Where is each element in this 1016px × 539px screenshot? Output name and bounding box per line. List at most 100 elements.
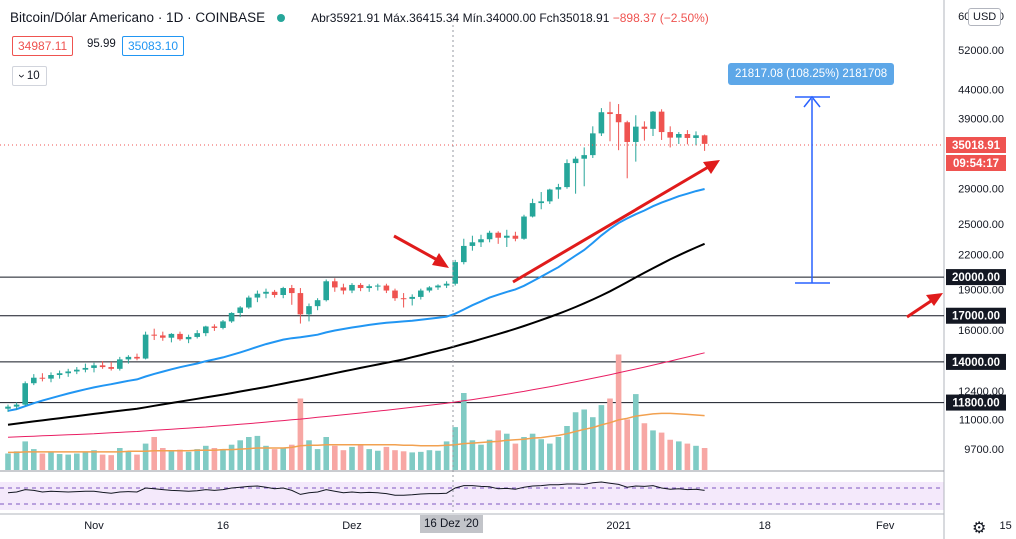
time-tick-label-7: 15 (999, 520, 1011, 532)
candle[interactable] (538, 192, 544, 210)
candle[interactable] (443, 281, 450, 289)
candle[interactable] (564, 159, 570, 189)
candle[interactable] (5, 404, 11, 412)
candle[interactable] (246, 295, 252, 309)
candle[interactable] (160, 331, 166, 341)
candle[interactable] (581, 147, 587, 187)
candle[interactable] (142, 331, 149, 360)
candle[interactable] (22, 381, 28, 406)
candle[interactable] (39, 373, 46, 382)
volume-bar (521, 437, 527, 470)
candle[interactable] (512, 231, 519, 242)
candle[interactable] (478, 234, 484, 247)
currency-button[interactable]: USD (968, 8, 1002, 26)
candle[interactable] (56, 370, 63, 379)
candle[interactable] (134, 353, 140, 361)
candle[interactable] (598, 108, 605, 136)
candle[interactable] (31, 374, 37, 386)
candle[interactable] (650, 111, 656, 136)
candle[interactable] (228, 312, 235, 323)
buy-price-box[interactable]: 35083.10 (122, 36, 185, 56)
candle[interactable] (91, 362, 97, 373)
candle[interactable] (13, 402, 20, 410)
candle[interactable] (168, 333, 175, 343)
candle[interactable] (357, 283, 364, 292)
candle[interactable] (504, 229, 510, 247)
candle[interactable] (572, 156, 579, 194)
candle[interactable] (194, 330, 200, 339)
candle[interactable] (271, 289, 278, 298)
candle[interactable] (82, 363, 89, 373)
candle[interactable] (624, 120, 630, 179)
candle[interactable] (392, 288, 398, 301)
candle[interactable] (693, 131, 699, 146)
candle[interactable] (65, 368, 71, 377)
candle[interactable] (280, 286, 286, 299)
candle[interactable] (615, 104, 622, 151)
candle[interactable] (529, 198, 536, 218)
candle[interactable] (667, 126, 673, 148)
candle[interactable] (658, 109, 665, 140)
candle[interactable] (297, 288, 304, 324)
candle[interactable] (435, 284, 441, 290)
candle[interactable] (203, 325, 209, 337)
candle[interactable] (418, 288, 424, 300)
candle[interactable] (409, 294, 415, 306)
candle[interactable] (99, 361, 106, 369)
candle[interactable] (633, 115, 639, 162)
candle[interactable] (108, 361, 114, 371)
candle[interactable] (366, 284, 372, 292)
volume-bar (340, 450, 347, 470)
candle[interactable] (125, 355, 132, 364)
trend-arrow-large-line[interactable] (512, 164, 711, 284)
candle[interactable] (220, 319, 226, 330)
candle[interactable] (684, 130, 691, 145)
indicators-toggle[interactable]: ›10 (12, 66, 47, 86)
candle[interactable] (400, 293, 407, 308)
candle[interactable] (151, 328, 157, 341)
candle[interactable] (306, 303, 312, 322)
candle[interactable] (426, 286, 433, 293)
candle[interactable] (452, 259, 458, 286)
candle[interactable] (641, 121, 648, 141)
candle[interactable] (375, 283, 381, 291)
candle[interactable] (469, 235, 476, 251)
candle[interactable] (263, 288, 269, 299)
candle[interactable] (555, 183, 562, 199)
candle[interactable] (332, 278, 338, 292)
candle[interactable] (254, 290, 261, 303)
candle-body (452, 262, 458, 284)
candle[interactable] (461, 238, 467, 265)
sell-price-box[interactable]: 34987.11 (12, 36, 74, 56)
candle[interactable] (314, 298, 321, 311)
breakout-arrow-line[interactable] (393, 234, 442, 264)
symbol-title[interactable]: Bitcoin/Dólar Americano · 1D · COINBASE (10, 10, 266, 25)
target-arrow-line[interactable] (906, 297, 935, 319)
candle[interactable] (185, 334, 192, 344)
candle[interactable] (289, 284, 295, 305)
candle[interactable] (211, 324, 218, 331)
candle[interactable] (340, 283, 347, 295)
candle[interactable] (177, 331, 183, 341)
candle[interactable] (521, 214, 527, 240)
candle[interactable] (117, 356, 123, 371)
candle[interactable] (74, 367, 80, 375)
candle[interactable] (349, 283, 355, 294)
candle[interactable] (48, 372, 54, 383)
candle[interactable] (701, 134, 708, 151)
candle[interactable] (237, 306, 243, 318)
candle[interactable] (323, 279, 329, 302)
candle[interactable] (495, 231, 501, 244)
candle[interactable] (383, 283, 390, 294)
candle-body (590, 133, 596, 156)
candle[interactable] (486, 230, 493, 243)
candle-body (99, 365, 106, 368)
gear-icon[interactable]: ⚙ (972, 520, 987, 537)
symbol-header[interactable]: Bitcoin/Dólar Americano · 1D · COINBASE … (10, 10, 709, 25)
candle-body (22, 383, 28, 405)
candle[interactable] (676, 132, 682, 144)
candle[interactable] (607, 101, 613, 142)
candle[interactable] (547, 188, 553, 204)
candle[interactable] (590, 126, 596, 158)
